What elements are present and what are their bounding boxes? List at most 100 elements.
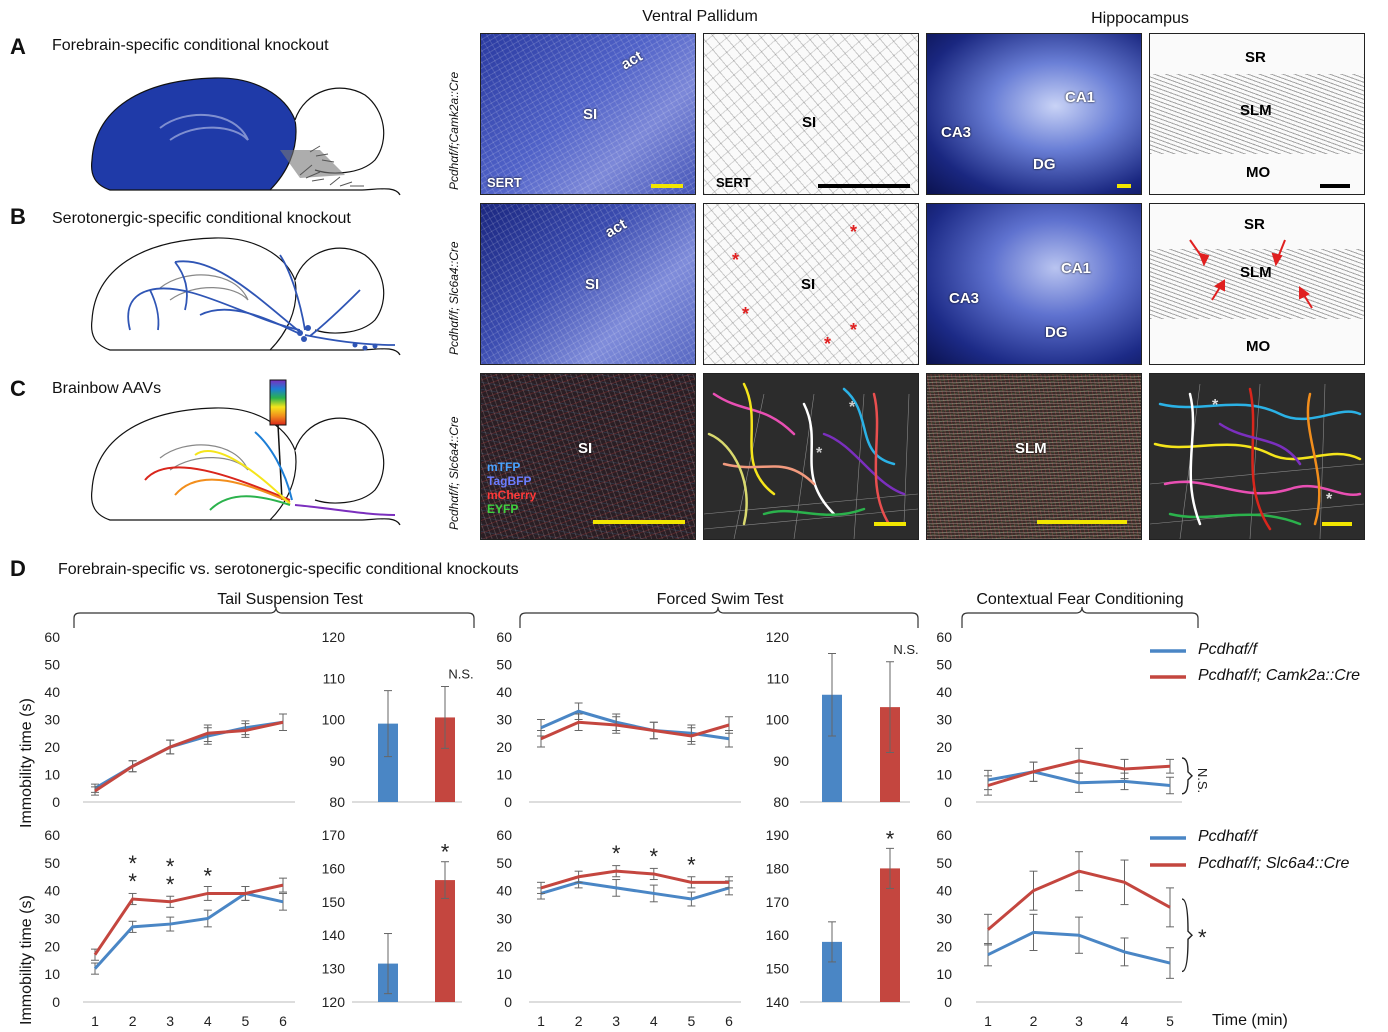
chart-tst-camk2a-line: 0 10 20 30 40 50 60 [44, 629, 295, 810]
tracing-c4: * * [1149, 373, 1365, 540]
y-tick-label: 40 [936, 684, 952, 700]
chart-cfc-camk2a-line: 0 10 20 30 40 50 60 N.S. [936, 629, 1210, 810]
svg-text:*: * [849, 399, 856, 416]
y-tick-label: 50 [496, 657, 512, 673]
scale-bar [1320, 184, 1350, 188]
micrograph-c1: SI mTFP TagBFP mCherry EYFP [480, 373, 696, 540]
brace-fst [519, 606, 919, 628]
y-tick-label: 40 [44, 684, 60, 700]
brain-schematic-brainbow [90, 379, 401, 526]
y-tick-label: 40 [496, 684, 512, 700]
asterisk-marker: * [732, 250, 740, 270]
x-tick-label: 2 [1030, 1013, 1038, 1029]
x-tick-label: 6 [279, 1013, 287, 1029]
significance-star: * [128, 851, 137, 876]
y-tick-label: 90 [773, 753, 789, 769]
y-tick-label: 110 [323, 670, 346, 686]
scale-bar [1037, 520, 1127, 524]
significance-label: * [1198, 925, 1207, 950]
significance-star: * [612, 841, 621, 866]
svg-text:*: * [1212, 397, 1219, 414]
scale-bar [593, 520, 685, 524]
panel-title-b: Serotonergic-specific conditional knocko… [52, 210, 351, 227]
traced-axons: * * [704, 382, 918, 539]
series-line-control [987, 930, 1171, 965]
label-ca1: CA1 [1061, 260, 1092, 277]
y-tick-label: 30 [44, 911, 60, 927]
y-tick-label: 170 [766, 894, 790, 910]
x-tick-label: 4 [650, 1013, 658, 1029]
y-tick-label: 60 [936, 629, 952, 645]
y-tick-label: 60 [496, 827, 512, 843]
y-tick-label: 40 [44, 883, 60, 899]
asterisk-marker: * [850, 222, 858, 242]
label-ca3: CA3 [941, 124, 972, 141]
y-tick-label: 20 [936, 938, 952, 954]
scale-bar [818, 184, 910, 188]
label-ca1: CA1 [1065, 89, 1096, 106]
y-tick-label: 20 [496, 938, 512, 954]
micrograph-b3: CA1 CA3 DG [926, 203, 1142, 365]
significance-star: * [441, 840, 450, 865]
panel-letter-b: B [10, 204, 26, 229]
chart-cfc-slc6a4-line: 0 10 20 30 40 50 60 1 2 3 4 5 * [936, 827, 1207, 1029]
significance-label: N.S. [448, 667, 473, 682]
chart-fst-camk2a-bar: 80 90 100 110 120 N.S. [766, 629, 919, 810]
label-dg: DG [1033, 156, 1056, 173]
label-sert: SERT [487, 175, 522, 190]
asterisk-marker: * [824, 334, 832, 354]
y-tick-label: 120 [322, 994, 346, 1010]
y-tick-label: 60 [44, 629, 60, 645]
column-header-ventral-pallidum: Ventral Pallidum [642, 8, 758, 25]
label-eyfp: EYFP [487, 502, 519, 516]
y-tick-label: 0 [52, 794, 60, 810]
legend-bottom-cko: Pcdhαf/f; Slc6a4::Cre [1198, 855, 1350, 872]
panel-letter-d: D [10, 556, 26, 581]
traced-axons: * * [1150, 383, 1364, 539]
series-line-cko [540, 720, 730, 741]
brace-tst [73, 606, 475, 628]
micrograph-a2: SI SERT [703, 33, 919, 195]
y-tick-label: 0 [504, 794, 512, 810]
y-tick-label: 80 [329, 794, 345, 810]
y-tick-label: 20 [936, 739, 952, 755]
asterisk-marker: * [850, 320, 858, 340]
panel-title-c: Brainbow AAVs [52, 380, 162, 397]
x-tick-label: 3 [166, 1013, 174, 1029]
y-tick-label: 10 [936, 966, 952, 982]
y-tick-label: 100 [766, 712, 790, 728]
scale-bar [651, 184, 683, 188]
micrograph-a4: SR SLM MO [1149, 33, 1365, 195]
micrograph-a1: act SI SERT [480, 33, 696, 195]
label-mcherry: mCherry [487, 488, 537, 502]
micrograph-a3: CA1 CA3 DG [926, 33, 1142, 195]
series-line-control [987, 770, 1171, 787]
series-line-control [94, 720, 284, 790]
bar-cko [435, 717, 455, 802]
y-tick-label: 0 [944, 794, 952, 810]
series-line-control [540, 880, 730, 901]
chart-fst-slc6a4-line: 0 10 20 30 40 50 60 1 2 3 4 5 6 * * * [496, 827, 741, 1029]
y-tick-label: 0 [52, 994, 60, 1010]
y-tick-label: 20 [496, 739, 512, 755]
y-tick-label: 10 [44, 966, 60, 982]
y-tick-label: 10 [496, 767, 512, 783]
y-tick-label: 120 [766, 629, 790, 645]
y-axis-label-bottom: Immobility time (s) [18, 895, 35, 1025]
series-line-cko [540, 869, 729, 890]
y-tick-label: 180 [766, 860, 790, 876]
y-tick-label: 10 [44, 767, 60, 783]
significance-star: * [166, 872, 175, 897]
bar-control [378, 723, 398, 802]
x-tick-label: 4 [204, 1013, 212, 1029]
label-slm: SLM [1240, 264, 1272, 281]
y-tick-label: 10 [936, 767, 952, 783]
x-tick-label: 2 [575, 1013, 583, 1029]
y-tick-label: 100 [322, 712, 346, 728]
x-tick-label: 1 [91, 1013, 99, 1029]
x-tick-label: 3 [1075, 1013, 1083, 1029]
x-tick-label: 3 [612, 1013, 620, 1029]
y-tick-label: 160 [322, 860, 346, 876]
panel-title-a: Forebrain-specific conditional knockout [52, 37, 329, 54]
y-tick-label: 50 [936, 657, 952, 673]
